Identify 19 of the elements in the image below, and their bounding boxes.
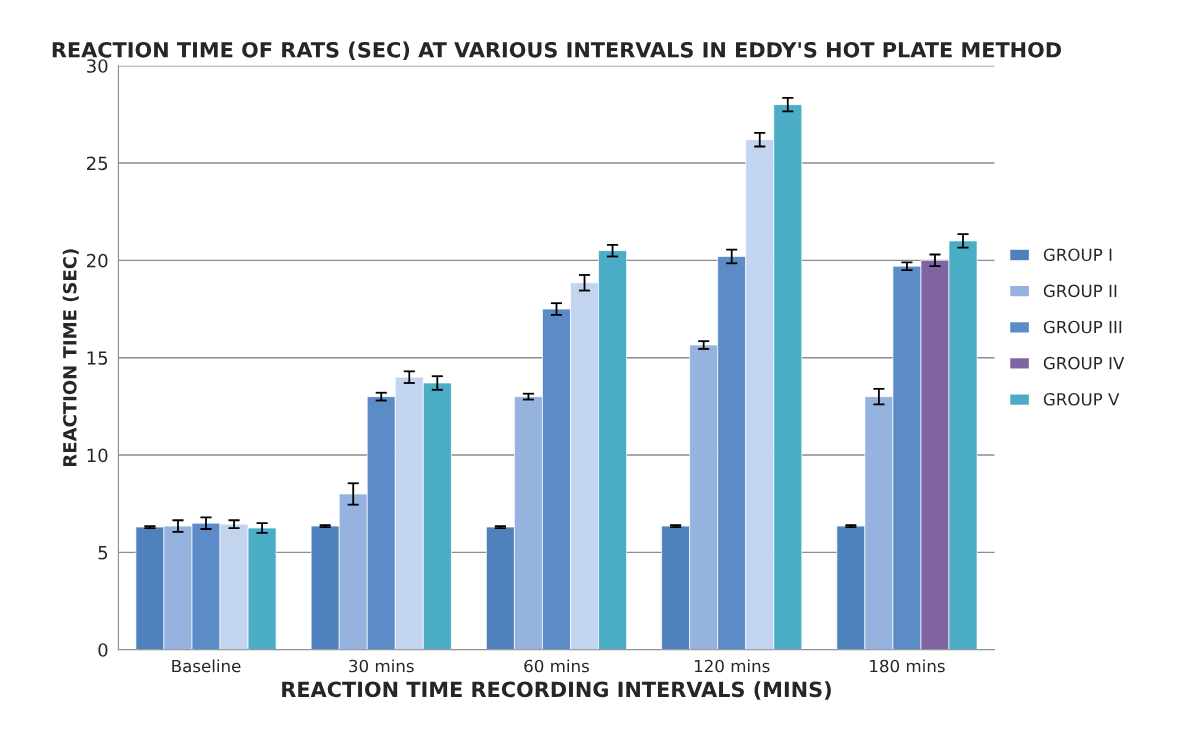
y-tick-label: 20 (87, 253, 108, 268)
y-tick-label: 5 (98, 546, 108, 560)
y-tick-label: 15 (87, 351, 108, 365)
y-tick-label: 10 (87, 448, 108, 463)
x-tick-label: 60 mins (524, 659, 589, 673)
x-tick-label: 180 mins (870, 659, 945, 673)
y-tick-label: 30 (87, 59, 108, 73)
legend-label: GROUP I (1043, 248, 1112, 262)
y-tick-label: 0 (98, 643, 108, 657)
x-axis-title: REACTION TIME RECORDING INTERVALS (MINS) (282, 681, 831, 700)
x-tick-label: 120 mins (694, 659, 770, 673)
legend-label: GROUP III (1043, 320, 1122, 334)
y-axis-title: REACTION TIME (SEC) (62, 249, 79, 467)
legend-label: GROUP V (1043, 392, 1120, 406)
x-tick-label: 30 mins (349, 659, 414, 673)
x-tick-label: Baseline (172, 659, 241, 673)
legend-label: GROUP IV (1043, 356, 1125, 370)
legend-label: GROUP II (1043, 284, 1117, 298)
y-tick-label: 25 (87, 156, 108, 171)
